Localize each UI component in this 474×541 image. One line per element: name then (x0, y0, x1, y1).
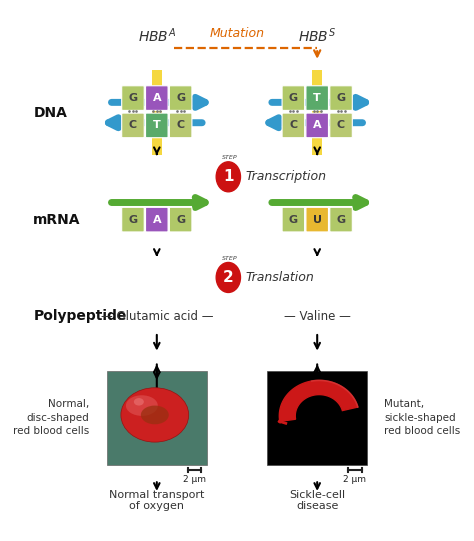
Text: — Valine —: — Valine — (284, 309, 351, 322)
Text: G: G (128, 93, 137, 103)
FancyBboxPatch shape (282, 113, 305, 138)
Text: G: G (337, 215, 346, 225)
Bar (267, 371, 367, 465)
Text: U: U (313, 215, 322, 225)
Text: G: G (128, 215, 137, 225)
Text: C: C (177, 121, 185, 130)
Text: G: G (176, 215, 185, 225)
Text: A: A (153, 215, 161, 225)
FancyBboxPatch shape (169, 113, 192, 138)
Polygon shape (279, 380, 358, 421)
FancyBboxPatch shape (306, 207, 328, 232)
Text: G: G (289, 215, 298, 225)
Text: 1: 1 (223, 169, 234, 184)
Text: C: C (337, 121, 345, 130)
Text: $HBB^A$: $HBB^A$ (137, 27, 176, 45)
Text: G: G (289, 93, 298, 103)
Text: DNA: DNA (33, 105, 67, 120)
FancyBboxPatch shape (330, 86, 352, 110)
Text: sickle-shaped: sickle-shaped (384, 413, 456, 423)
Text: $HBB^S$: $HBB^S$ (298, 27, 337, 45)
FancyBboxPatch shape (282, 207, 305, 232)
FancyBboxPatch shape (146, 86, 168, 110)
Text: 2 μm: 2 μm (183, 475, 206, 484)
Bar (107, 371, 207, 465)
Bar (312, 70, 322, 155)
Text: C: C (289, 121, 297, 130)
Text: T: T (313, 93, 321, 103)
Ellipse shape (141, 406, 169, 424)
Text: Normal,: Normal, (48, 399, 90, 410)
Circle shape (216, 162, 240, 192)
Circle shape (216, 262, 240, 293)
Text: Translation: Translation (246, 271, 314, 284)
Ellipse shape (134, 398, 144, 406)
Text: G: G (337, 93, 346, 103)
Text: of oxygen: of oxygen (129, 501, 184, 511)
FancyBboxPatch shape (306, 86, 328, 110)
Text: 2 μm: 2 μm (343, 475, 366, 484)
Text: Normal transport: Normal transport (109, 490, 204, 500)
Text: Sickle-cell: Sickle-cell (289, 490, 345, 500)
FancyBboxPatch shape (282, 86, 305, 110)
FancyBboxPatch shape (330, 113, 352, 138)
Text: C: C (129, 121, 137, 130)
Text: STEP: STEP (222, 256, 237, 261)
Ellipse shape (126, 395, 158, 416)
FancyBboxPatch shape (122, 86, 144, 110)
FancyBboxPatch shape (169, 86, 192, 110)
Text: T: T (153, 121, 161, 130)
Ellipse shape (121, 388, 189, 442)
FancyBboxPatch shape (306, 113, 328, 138)
Text: Transcription: Transcription (246, 170, 327, 183)
Text: 2: 2 (223, 270, 234, 285)
Text: G: G (176, 93, 185, 103)
FancyBboxPatch shape (146, 207, 168, 232)
Text: Polypeptide: Polypeptide (33, 309, 127, 323)
FancyBboxPatch shape (146, 113, 168, 138)
Text: Mutation: Mutation (210, 27, 264, 40)
Text: disc-shaped: disc-shaped (27, 413, 90, 423)
Text: Mutant,: Mutant, (384, 399, 425, 410)
FancyBboxPatch shape (122, 113, 144, 138)
Text: STEP: STEP (222, 155, 237, 160)
Text: red blood cells: red blood cells (13, 426, 90, 436)
FancyBboxPatch shape (330, 207, 352, 232)
FancyBboxPatch shape (169, 207, 192, 232)
FancyBboxPatch shape (122, 207, 144, 232)
Text: A: A (153, 93, 161, 103)
Text: mRNA: mRNA (33, 213, 81, 227)
Text: red blood cells: red blood cells (384, 426, 461, 436)
Text: — Glutamic acid —: — Glutamic acid — (100, 309, 213, 322)
Text: disease: disease (296, 501, 338, 511)
Text: A: A (313, 121, 321, 130)
Bar (152, 70, 162, 155)
